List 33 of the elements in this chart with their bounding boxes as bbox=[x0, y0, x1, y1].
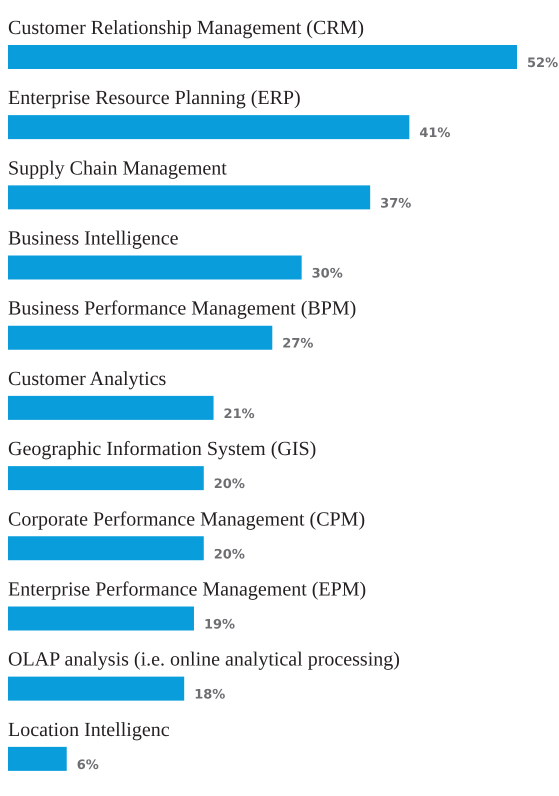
y-tick-label: Supply Chain Management bbox=[8, 157, 228, 180]
bar bbox=[8, 536, 204, 560]
data-label: 21% bbox=[224, 406, 255, 422]
bar bbox=[8, 256, 302, 280]
data-label: 20% bbox=[214, 477, 245, 492]
bar bbox=[8, 466, 204, 490]
y-tick-label: Location Intelligenc bbox=[8, 718, 170, 741]
data-label: 41% bbox=[419, 126, 450, 142]
y-tick-label: Business Intelligence bbox=[8, 228, 179, 250]
bar bbox=[8, 746, 67, 771]
y-tick-label: Customer Analytics bbox=[8, 368, 167, 390]
y-tick-label: Geographic Information System (GIS) bbox=[8, 438, 316, 460]
y-tick-label: Enterprise Performance Management (EPM) bbox=[8, 578, 366, 600]
data-label: 19% bbox=[204, 617, 236, 632]
bar bbox=[8, 676, 184, 701]
bar bbox=[8, 115, 410, 140]
y-tick-label: Corporate Performance Management (CPM) bbox=[8, 508, 366, 530]
bar bbox=[8, 326, 272, 350]
data-label: 6% bbox=[76, 758, 99, 773]
data-label: 37% bbox=[380, 196, 412, 212]
bar bbox=[8, 396, 214, 420]
bar bbox=[8, 606, 194, 630]
data-label: 20% bbox=[214, 547, 245, 562]
data-label: 27% bbox=[282, 336, 314, 352]
data-label: 30% bbox=[312, 266, 343, 282]
bar bbox=[8, 45, 517, 69]
y-tick-label: Business Performance Management (BPM) bbox=[8, 298, 356, 320]
data-label: 52% bbox=[527, 56, 558, 71]
y-tick-label: Customer Relationship Management (CRM) bbox=[8, 17, 364, 39]
y-tick-label: OLAP analysis (i.e. online analytical processing) bbox=[8, 648, 400, 671]
y-tick-label: Enterprise Resource Planning (ERP) bbox=[8, 87, 301, 110]
bar bbox=[8, 185, 370, 210]
data-label: 18% bbox=[194, 688, 226, 703]
